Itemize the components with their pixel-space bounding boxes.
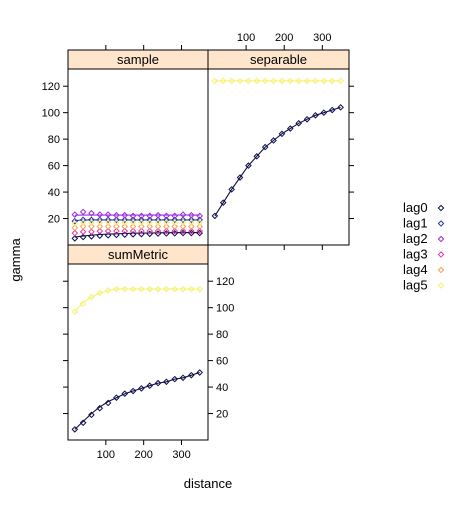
legend-marker-lag5 bbox=[438, 283, 443, 288]
point-sample-lag0-6 bbox=[122, 232, 127, 237]
x-axis-label: distance bbox=[184, 476, 232, 491]
x-tick-label-top-200: 200 bbox=[275, 32, 293, 44]
legend-label-lag3: lag3 bbox=[403, 247, 428, 262]
x-tick-label-100: 100 bbox=[97, 449, 115, 461]
x-tick-label-300: 300 bbox=[172, 449, 190, 461]
legend-marker-lag3 bbox=[438, 252, 443, 257]
x-tick-label-200: 200 bbox=[134, 449, 152, 461]
strip-label-sumMetric: sumMetric bbox=[108, 247, 168, 262]
point-sample-lag3-0 bbox=[72, 230, 77, 235]
y-tick-label-right-20: 20 bbox=[216, 409, 228, 421]
y-tick-label-100: 100 bbox=[42, 108, 60, 120]
y-axis-label: gamma bbox=[8, 238, 23, 282]
y-tick-label-120: 120 bbox=[42, 81, 60, 93]
panel-sample: sample bbox=[68, 50, 208, 245]
model-line-sumMetric-0 bbox=[75, 373, 200, 430]
model-line-separable-0 bbox=[215, 107, 341, 215]
legend-marker-lag4 bbox=[438, 267, 443, 272]
point-sample-lag3-1 bbox=[81, 229, 86, 234]
legend-label-lag0: lag0 bbox=[403, 200, 428, 215]
legend-label-lag5: lag5 bbox=[403, 278, 428, 293]
legend-label-lag1: lag1 bbox=[403, 216, 428, 231]
plot-frame-sumMetric bbox=[68, 264, 208, 440]
series-separable-lag0 bbox=[212, 105, 343, 219]
point-sample-lag0-1 bbox=[81, 234, 86, 239]
legend-marker-lag0 bbox=[438, 205, 443, 210]
y-tick-label-right-120: 120 bbox=[216, 276, 234, 288]
y-tick-label-right-100: 100 bbox=[216, 303, 234, 315]
point-sample-lag2-0 bbox=[72, 212, 77, 217]
panel-sumMetric: sumMetric bbox=[68, 245, 208, 440]
legend-label-lag2: lag2 bbox=[403, 231, 428, 246]
y-tick-label-right-60: 60 bbox=[216, 356, 228, 368]
legend-marker-lag2 bbox=[438, 236, 443, 241]
panel-separable: separable bbox=[208, 50, 349, 245]
y-tick-label-40: 40 bbox=[48, 187, 60, 199]
y-tick-label-20: 20 bbox=[48, 214, 60, 226]
legend-label-lag4: lag4 bbox=[403, 262, 428, 277]
legend-marker-lag1 bbox=[438, 221, 443, 226]
y-tick-label-right-40: 40 bbox=[216, 382, 228, 394]
plot-frame-sample bbox=[68, 69, 208, 245]
model-line-sumMetric-1 bbox=[75, 289, 200, 312]
strip-label-separable: separable bbox=[250, 52, 307, 67]
series-sample-lag5 bbox=[72, 220, 202, 227]
x-tick-label-top-300: 300 bbox=[313, 32, 331, 44]
series-sumMetric-lag0 bbox=[72, 370, 202, 432]
x-tick-label-top-100: 100 bbox=[237, 32, 255, 44]
series-sumMetric-lag5 bbox=[72, 287, 202, 315]
point-sample-lag2-1 bbox=[81, 209, 86, 214]
y-tick-label-60: 60 bbox=[48, 161, 60, 173]
panels-layer: sample separable sumMetric bbox=[68, 50, 349, 440]
point-sample-lag0-7 bbox=[130, 232, 135, 237]
strip-label-sample: sample bbox=[117, 52, 159, 67]
y-tick-label-right-80: 80 bbox=[216, 329, 228, 341]
plot-frame-separable bbox=[208, 69, 349, 245]
point-separable-lag0-15 bbox=[338, 105, 343, 110]
y-tick-label-80: 80 bbox=[48, 134, 60, 146]
